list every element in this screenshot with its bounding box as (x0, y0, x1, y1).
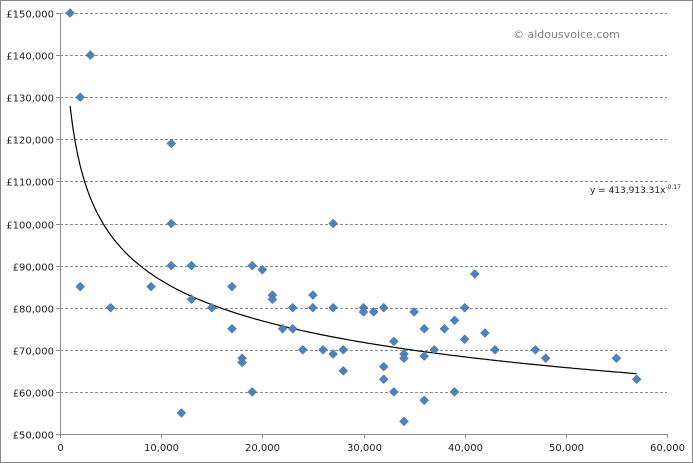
axes (56, 13, 668, 438)
data-point (459, 302, 470, 313)
trendline-equation: y = 413,913.31x-0.17 (590, 184, 681, 196)
y-tick-label: £60,000 (13, 389, 54, 400)
data-points (65, 8, 642, 427)
data-point (257, 264, 268, 275)
data-point (480, 328, 490, 338)
data-point (237, 357, 247, 368)
data-point (65, 8, 75, 18)
data-point (419, 323, 430, 334)
y-axis-tick-labels: £50,000 £60,000 £70,000 £80,000 £90,000 £100,… (6, 10, 54, 442)
y-tick-label: £90,000 (13, 263, 54, 274)
data-point (449, 387, 460, 397)
data-point (399, 416, 409, 427)
y-tick-label: £50,000 (13, 431, 54, 442)
data-point (146, 281, 156, 292)
x-tick-label: 30,000 (347, 443, 382, 454)
data-point (449, 315, 460, 326)
y-tick-label: £140,000 (6, 52, 54, 63)
x-tick-label: 10,000 (144, 443, 179, 454)
equation-base: y = 413,913.31x (590, 186, 666, 196)
x-tick-label: 50,000 (549, 443, 584, 454)
data-point (267, 294, 278, 305)
data-point (75, 92, 86, 103)
y-tick-label: £110,000 (6, 178, 54, 189)
data-point (419, 395, 430, 406)
data-point (490, 344, 500, 355)
y-tick-label: £70,000 (13, 347, 54, 358)
data-point (247, 260, 258, 271)
x-tick-label: 20,000 (245, 443, 280, 454)
data-point (419, 351, 430, 361)
y-tick-label: £150,000 (6, 10, 54, 21)
data-point (277, 323, 288, 334)
data-point (429, 344, 440, 355)
data-point (308, 302, 318, 313)
data-point (328, 218, 339, 229)
data-point (611, 353, 622, 364)
data-point (105, 302, 116, 313)
data-point (399, 353, 409, 364)
data-point (328, 349, 339, 359)
y-tick-label: £80,000 (13, 305, 54, 316)
data-point (75, 281, 86, 292)
data-point (439, 323, 450, 334)
data-point (358, 307, 369, 317)
data-point (308, 290, 318, 300)
data-point (378, 302, 389, 313)
y-tick-label: £120,000 (6, 136, 54, 147)
data-point (368, 307, 379, 317)
trendline (69, 105, 637, 375)
data-point (287, 302, 298, 313)
data-point (287, 323, 298, 334)
x-tick-label: 60,000 (650, 443, 685, 454)
data-point (459, 334, 470, 345)
data-point (247, 387, 258, 397)
equation-exponent: -0.17 (665, 184, 681, 191)
data-point (631, 374, 642, 385)
data-point (409, 307, 419, 317)
data-point (328, 302, 339, 313)
data-point (186, 260, 197, 271)
data-point (166, 260, 177, 271)
data-point (388, 387, 399, 397)
data-point (540, 353, 551, 364)
x-tick-label: 0 (57, 443, 63, 454)
watermark-text: © aldousvoice.com (513, 28, 620, 41)
data-point (227, 323, 237, 334)
data-point (166, 138, 177, 149)
gridlines (60, 13, 667, 393)
data-point (530, 344, 541, 355)
data-point (469, 269, 480, 279)
data-point (338, 365, 349, 376)
data-point (85, 50, 96, 60)
data-point (176, 408, 187, 418)
data-point (206, 302, 217, 313)
data-point (388, 336, 399, 347)
y-tick-label: £130,000 (6, 94, 54, 105)
x-axis-tick-labels: 0 10,000 20,000 30,000 40,000 50,000 60,000 (57, 443, 685, 454)
y-tick-label: £100,000 (6, 221, 54, 232)
data-point (318, 344, 328, 355)
data-point (186, 294, 197, 305)
data-point (338, 344, 349, 355)
x-tick-label: 40,000 (448, 443, 483, 454)
data-point (166, 218, 177, 229)
data-point (227, 281, 237, 292)
data-point (378, 361, 389, 372)
data-point (378, 374, 389, 385)
data-point (297, 344, 308, 355)
